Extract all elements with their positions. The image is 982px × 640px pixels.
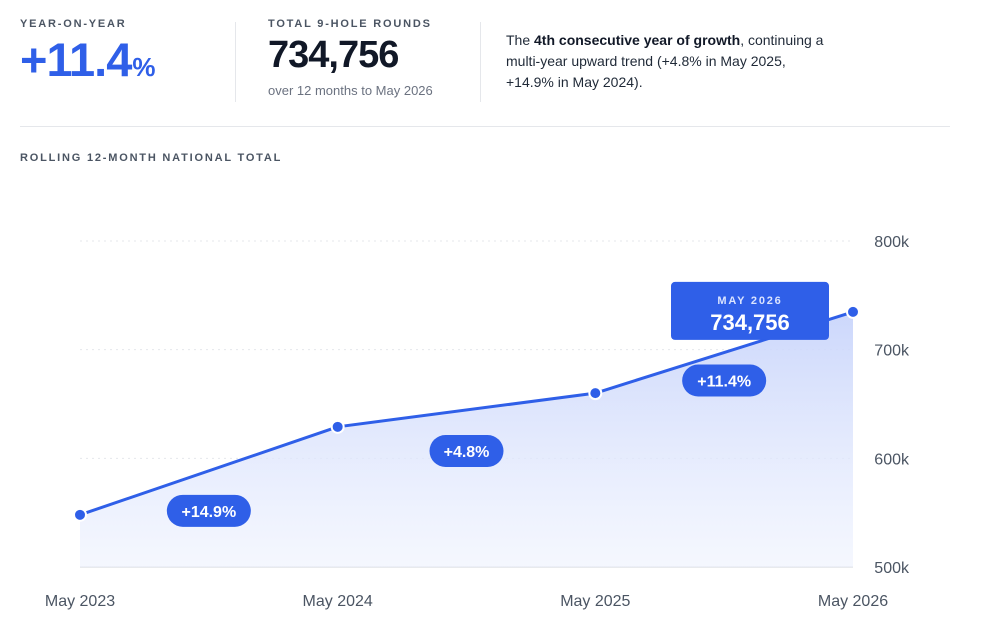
yoy-value: +11.4 [20,33,132,86]
y-tick-label: 500k [874,560,910,577]
data-point [588,386,603,401]
yoy-kpi: YEAR-ON-YEAR +11.4% [20,18,155,86]
growth-badge-label: +4.8% [444,444,490,461]
note-prefix: The [506,32,535,48]
data-point [330,419,345,434]
kpi-row: YEAR-ON-YEAR +11.4% TOTAL 9-HOLE ROUNDS … [20,18,950,127]
callout-value: 734,756 [710,310,790,335]
yoy-label: YEAR-ON-YEAR [20,18,127,30]
kpi-divider [480,22,481,102]
total-value: 734,756 [268,34,399,76]
chart-title: ROLLING 12-MONTH NATIONAL TOTAL [20,152,283,164]
growth-badge [429,434,504,467]
kpi-divider [235,22,236,102]
total-kpi: TOTAL 9-HOLE ROUNDS 734,756 over 12 mont… [268,18,433,98]
growth-badge-label: +14.9% [181,504,236,521]
growth-badge-label: +11.4% [697,374,751,391]
note-suffix: , continuing a multi-year upward trend (… [506,32,824,90]
note-highlight: 4th consecutive year of growth [534,32,741,48]
total-label: TOTAL 9-HOLE ROUNDS [268,18,432,30]
x-tick-label: May 2025 [560,593,630,610]
x-tick-label: May 2023 [45,593,115,610]
y-tick-label: 600k [874,451,910,468]
series-line [78,310,855,517]
total-subtitle: over 12 months to May 2026 [268,83,433,98]
growth-note: The 4th consecutive year of growth, cont… [506,30,836,93]
data-point [73,507,87,522]
yoy-value-wrap: +11.4% [20,33,155,86]
x-tick-label: May 2026 [818,593,888,610]
x-tick-label: May 2024 [303,593,373,610]
latest-value-callout [671,281,829,340]
yoy-unit: % [132,52,155,82]
y-tick-label: 800k [874,234,910,251]
data-point [846,304,860,319]
callout-label: MAY 2026 [717,295,782,307]
growth-badge [682,364,767,397]
y-tick-label: 700k [874,343,910,360]
growth-badge [166,494,251,527]
